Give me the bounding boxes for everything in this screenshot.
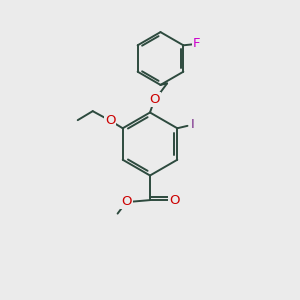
Text: I: I <box>191 118 195 131</box>
Text: O: O <box>169 194 180 207</box>
Text: O: O <box>149 93 160 106</box>
Text: F: F <box>193 37 201 50</box>
Text: O: O <box>121 195 132 208</box>
Text: O: O <box>105 114 116 127</box>
